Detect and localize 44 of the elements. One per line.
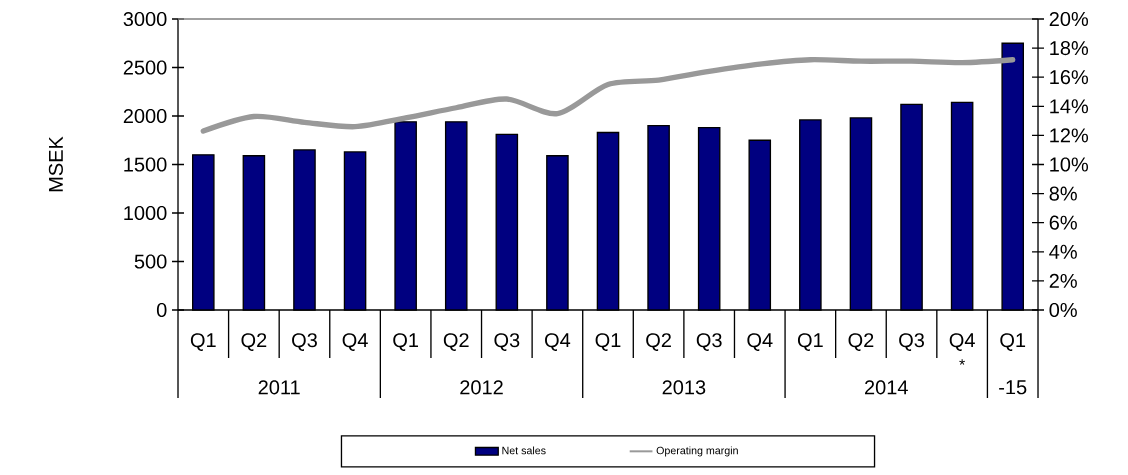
text: -15 bbox=[999, 380, 1027, 395]
x-tick-label: Q4 bbox=[949, 333, 975, 351]
x-tick-label: Q4 bbox=[545, 333, 571, 351]
x-tick-label: Q4 bbox=[342, 333, 368, 351]
y2-tick-label: 6% bbox=[1049, 215, 1077, 230]
x-tick-label: Q3 bbox=[292, 333, 317, 351]
y-tick-label: 500 bbox=[134, 254, 167, 269]
text: 2014 bbox=[865, 380, 908, 395]
y-tick-label: 1000 bbox=[124, 205, 167, 221]
x-tick-label: Q1 bbox=[595, 333, 621, 351]
y2-tick-label: 4% bbox=[1049, 244, 1077, 259]
x-tick-label: Q2 bbox=[646, 333, 671, 351]
x-tick-label: Q2 bbox=[848, 333, 874, 351]
x-tick-label: Q4 bbox=[747, 333, 773, 351]
y-tick-label: 2000 bbox=[123, 108, 167, 124]
y2-tick-label: 14% bbox=[1050, 99, 1089, 114]
text: 2013 bbox=[662, 380, 706, 395]
x-tick-label: Q1 bbox=[797, 333, 823, 351]
y2-tick-label: 10% bbox=[1050, 157, 1089, 172]
x-tick-label: Q1 bbox=[1000, 333, 1026, 351]
x-tick-label: Q3 bbox=[494, 333, 520, 351]
x-tick-label: Q3 bbox=[696, 333, 722, 351]
text: 2011 bbox=[258, 380, 300, 395]
y2-tick-label: 2% bbox=[1049, 273, 1077, 288]
y2-tick-label: 18% bbox=[1050, 41, 1089, 56]
x-tick-label: Q2 bbox=[443, 333, 469, 351]
y2-tick-label: 16% bbox=[1050, 70, 1089, 85]
x-tick-label: Q2 bbox=[241, 333, 267, 351]
text: 2012 bbox=[460, 380, 503, 395]
y2-tick-label: 8% bbox=[1049, 186, 1077, 201]
legend-label: Operating margin bbox=[656, 446, 738, 457]
y-tick-label: 3000 bbox=[123, 11, 167, 27]
y-tick-label: 1500 bbox=[124, 157, 167, 172]
y-tick-label: 0 bbox=[156, 302, 167, 318]
x-tick-label: Q1 bbox=[190, 333, 216, 351]
legend-label: Net sales bbox=[502, 446, 546, 455]
y-axis-title: MSEK bbox=[48, 136, 63, 192]
y2-tick-label: 20% bbox=[1049, 11, 1089, 27]
x-tick-label: Q3 bbox=[899, 333, 924, 351]
y2-tick-label: 12% bbox=[1050, 128, 1089, 143]
x-tick-label: Q1 bbox=[393, 333, 419, 351]
y-tick-label: 2500 bbox=[123, 60, 167, 75]
y2-tick-label: 0% bbox=[1049, 302, 1077, 318]
text: * bbox=[959, 359, 965, 365]
